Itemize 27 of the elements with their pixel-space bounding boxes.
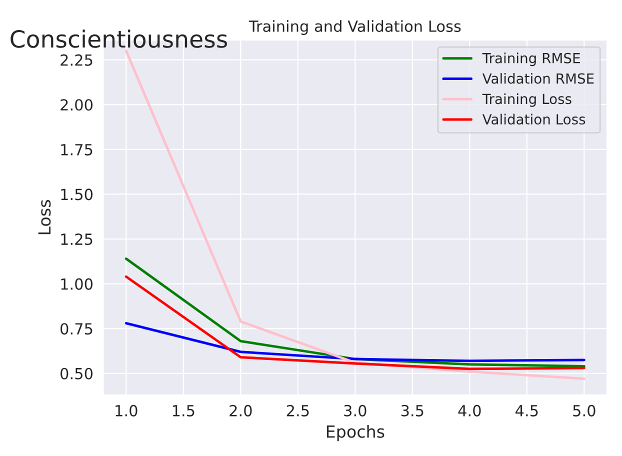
- legend-label: Validation RMSE: [482, 73, 594, 84]
- legend-label: Training Loss: [482, 93, 572, 107]
- x-tick-label: 4.0: [458, 404, 481, 416]
- line-series: [124, 275, 586, 370]
- y-tick-label: 1.75: [61, 144, 92, 156]
- chart-title: Training and Validation Loss: [248, 20, 461, 35]
- x-tick-label: 5.0: [573, 404, 596, 416]
- legend-label: Training RMSE: [482, 52, 580, 66]
- x-tick-label: 4.5: [516, 405, 538, 416]
- y-axis-title: Loss: [38, 200, 51, 234]
- legend-label: Validation Loss: [482, 114, 586, 125]
- y-tick-label: 1.50: [61, 188, 93, 200]
- line-series: [124, 322, 586, 362]
- y-tick-label: 0.75: [60, 323, 92, 335]
- y-tick-label: 1.25: [61, 233, 92, 246]
- x-tick-label: 1.5: [172, 405, 194, 416]
- annotation: Conscientiousness: [10, 30, 228, 48]
- y-tick-label: 1.00: [61, 278, 93, 290]
- x-tick-label: 3.0: [344, 404, 366, 416]
- x-tick-label: 2.5: [286, 404, 309, 416]
- x-axis-title: Epochs: [326, 424, 384, 442]
- y-tick-label: 0.50: [60, 368, 93, 380]
- y-tick-label: 2.00: [60, 99, 93, 111]
- x-tick-label: 1.0: [116, 404, 138, 416]
- x-tick-label: 3.5: [401, 404, 424, 416]
- y-tick-label: 2.25: [60, 54, 92, 66]
- x-tick-label: 2.0: [230, 404, 252, 416]
